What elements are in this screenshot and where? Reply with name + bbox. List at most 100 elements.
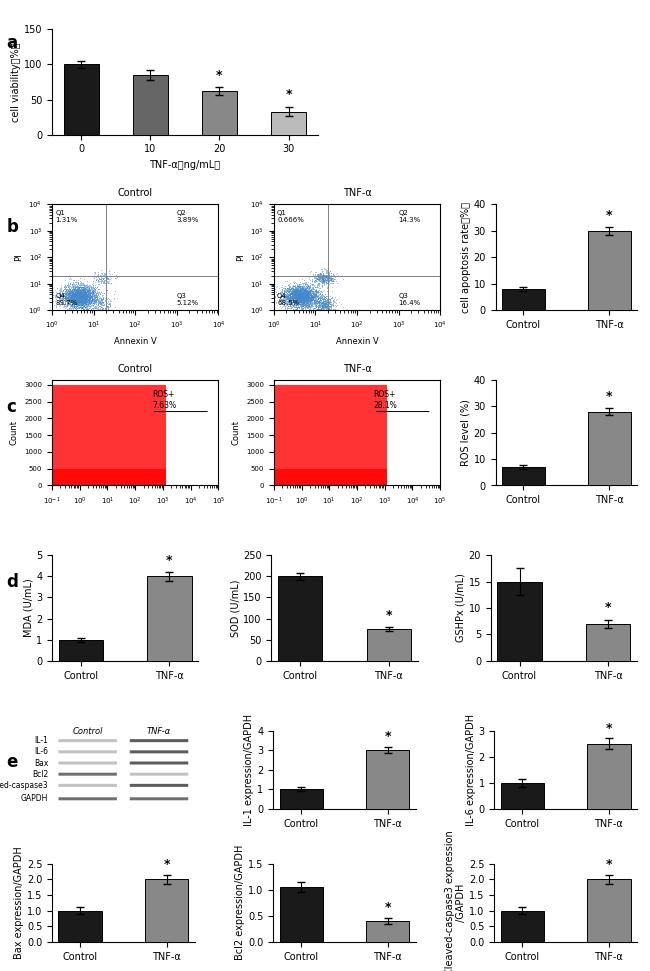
Point bbox=[297, 289, 307, 305]
Point bbox=[311, 284, 322, 299]
Point bbox=[62, 297, 72, 313]
Point bbox=[292, 294, 303, 310]
Point bbox=[282, 281, 293, 296]
Point bbox=[94, 296, 104, 312]
Point bbox=[320, 296, 330, 312]
Point bbox=[291, 286, 302, 302]
Point bbox=[292, 289, 303, 305]
Point bbox=[320, 304, 331, 319]
Point bbox=[280, 278, 290, 293]
X-axis label: Annexin V: Annexin V bbox=[335, 337, 378, 346]
Point bbox=[295, 285, 306, 301]
Point bbox=[73, 283, 83, 298]
Point bbox=[301, 290, 311, 306]
Point bbox=[82, 296, 92, 312]
Point bbox=[306, 283, 317, 298]
Point bbox=[88, 293, 99, 309]
Point bbox=[298, 292, 309, 308]
Point bbox=[73, 295, 83, 311]
Point bbox=[77, 292, 87, 308]
Point bbox=[302, 286, 312, 302]
Point bbox=[294, 292, 304, 308]
Point bbox=[324, 298, 334, 314]
Point bbox=[305, 287, 315, 303]
Point bbox=[311, 293, 322, 309]
Point bbox=[74, 278, 85, 293]
Point bbox=[64, 284, 75, 299]
Point bbox=[302, 283, 312, 298]
Point bbox=[319, 278, 330, 293]
Point bbox=[302, 290, 312, 306]
Point bbox=[73, 280, 84, 295]
Point bbox=[286, 293, 296, 309]
Point bbox=[77, 285, 88, 300]
Point bbox=[72, 284, 83, 299]
Point bbox=[294, 282, 305, 297]
Point bbox=[292, 290, 302, 306]
Point bbox=[301, 285, 311, 300]
Point bbox=[307, 302, 318, 318]
Point bbox=[293, 285, 304, 301]
Point bbox=[74, 288, 85, 304]
Point bbox=[291, 290, 302, 306]
Point bbox=[66, 287, 76, 303]
Point bbox=[302, 295, 312, 311]
Point bbox=[288, 285, 298, 301]
Point bbox=[84, 293, 95, 309]
Point bbox=[73, 290, 83, 306]
Point bbox=[81, 285, 91, 300]
Point bbox=[75, 290, 85, 306]
Point bbox=[318, 273, 328, 288]
Point bbox=[292, 289, 303, 305]
Point bbox=[88, 278, 98, 293]
Point bbox=[298, 284, 308, 299]
Point bbox=[65, 283, 75, 298]
Point bbox=[86, 286, 97, 302]
Point bbox=[310, 298, 320, 314]
Point bbox=[331, 273, 341, 288]
Point bbox=[297, 287, 307, 303]
Point bbox=[299, 285, 309, 300]
Point bbox=[74, 287, 85, 303]
Point bbox=[296, 291, 306, 307]
Point bbox=[313, 294, 323, 310]
Point bbox=[70, 287, 80, 303]
Point bbox=[96, 291, 106, 307]
Point bbox=[300, 292, 310, 308]
Point bbox=[73, 289, 84, 305]
Point bbox=[75, 291, 85, 307]
Point bbox=[326, 297, 337, 313]
Point bbox=[68, 286, 79, 302]
Point bbox=[75, 291, 86, 307]
Point bbox=[322, 280, 333, 295]
Point bbox=[296, 291, 307, 307]
Point bbox=[309, 293, 319, 309]
Point bbox=[98, 272, 109, 287]
Point bbox=[75, 289, 86, 305]
Point bbox=[289, 283, 300, 298]
Point bbox=[299, 283, 309, 298]
Y-axis label: GSHPx (U/mL): GSHPx (U/mL) bbox=[456, 574, 466, 643]
Point bbox=[297, 289, 307, 305]
Point bbox=[320, 268, 331, 284]
Point bbox=[288, 290, 298, 306]
Point bbox=[310, 288, 320, 304]
Point bbox=[308, 300, 318, 316]
Point bbox=[88, 278, 99, 293]
Point bbox=[73, 285, 83, 301]
Point bbox=[65, 285, 75, 301]
Point bbox=[319, 268, 330, 284]
Point bbox=[70, 300, 81, 316]
Point bbox=[72, 289, 83, 305]
Point bbox=[102, 270, 112, 285]
Point bbox=[322, 280, 332, 295]
Point bbox=[64, 281, 75, 296]
Point bbox=[294, 293, 304, 309]
Point bbox=[308, 267, 318, 283]
Point bbox=[326, 271, 336, 286]
Point bbox=[83, 298, 93, 314]
Point bbox=[318, 302, 329, 318]
Point bbox=[305, 285, 315, 300]
Point bbox=[303, 288, 313, 304]
Point bbox=[321, 296, 332, 312]
